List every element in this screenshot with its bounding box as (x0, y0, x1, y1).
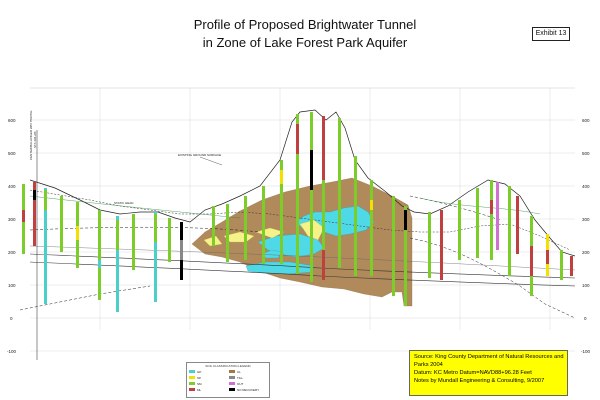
portal-station: STA 494+00 (33, 131, 37, 148)
legend-swatch (229, 376, 235, 379)
legend-label: GP (197, 369, 202, 374)
tick-minus-100: -100 (7, 349, 17, 354)
legend-swatch (229, 370, 235, 373)
legend-label: CL (237, 369, 241, 374)
legend-swatch (189, 376, 195, 379)
legend-label: SM (197, 381, 202, 386)
legend-item-sm: SM (189, 382, 227, 386)
legend-item-sp: SP (189, 376, 227, 380)
ground-surface-leader (199, 156, 223, 166)
legend-item-ml: ML (189, 388, 227, 392)
legend-item-gp: GP (189, 370, 227, 374)
source-line-2: Parks 2004 (414, 362, 443, 368)
source-line-1: Source: King County Department of Natura… (414, 354, 564, 360)
legend-item-no-recovery: NO RECOVERY (229, 388, 267, 392)
legend-item-cl: CL (229, 370, 267, 374)
borehole-logs (22, 112, 573, 312)
tick-0: 0 (10, 316, 13, 321)
existing-ground-surface (29, 109, 576, 257)
notes-line: Notes by Mundall Engineering & Consultin… (414, 378, 545, 384)
rtick-200: 200 (582, 250, 590, 255)
rtick-100: 100 (582, 283, 590, 288)
soil-classification-legend: SOIL CLASSIFICATION LEGEND GP SP SM ML C… (186, 362, 270, 398)
green-contact-lines (29, 195, 541, 219)
rtick-minus-100: -100 (581, 349, 591, 354)
tick-200: 200 (8, 250, 16, 255)
legend-label: TILL (237, 375, 244, 380)
legend-label: NO RECOVERY (237, 387, 260, 392)
legend-item-out: OUT (229, 382, 267, 386)
legend-title: SOIL CLASSIFICATION LEGEND (205, 364, 251, 368)
static-head-line (29, 189, 571, 251)
rtick-0: 0 (584, 316, 587, 321)
rtick-400: 400 (582, 184, 590, 189)
tick-400: 400 (8, 184, 16, 189)
legend-swatch (229, 382, 235, 385)
title-line-2: in Zone of Lake Forest Park Aquifer (202, 35, 408, 50)
legend-label: SP (197, 375, 202, 380)
tick-600: 600 (8, 118, 16, 123)
title-line-1: Profile of Proposed Brightwater Tunnel (193, 17, 417, 32)
rtick-500: 500 (582, 151, 590, 156)
static-head-label: STATIC HEAD (114, 201, 134, 205)
legend-label: ML (197, 387, 202, 392)
figure-title: Profile of Proposed Brightwater Tunnel i… (140, 16, 470, 52)
right-axis: 600 500 400 300 200 100 0 -100 (581, 118, 591, 354)
rtick-600: 600 (582, 118, 590, 123)
source-note-box: Source: King County Department of Natura… (409, 350, 568, 396)
legend-label: OUT (237, 381, 244, 386)
legend-swatch (189, 388, 195, 391)
legend-swatch (189, 370, 195, 373)
exhibit-label: Exhibit 13 (532, 27, 570, 41)
tick-300: 300 (8, 217, 16, 222)
legend-swatch (189, 382, 195, 385)
datum-line: Datum: KC Metro Datum=NAVD88+96.28 Feet (414, 370, 532, 376)
legend-swatch (229, 388, 235, 391)
rtick-300: 300 (582, 217, 590, 222)
tick-500: 500 (8, 151, 16, 156)
legend-item-till: TILL (229, 376, 267, 380)
left-axis: 600 500 400 300 200 100 0 -100 (7, 118, 17, 354)
ground-surface-label: EXISTING GROUND SURFACE (178, 153, 221, 157)
portal-label: CENTER/BALLINGER WAY PORTAL (29, 110, 33, 160)
tick-100: 100 (8, 283, 16, 288)
